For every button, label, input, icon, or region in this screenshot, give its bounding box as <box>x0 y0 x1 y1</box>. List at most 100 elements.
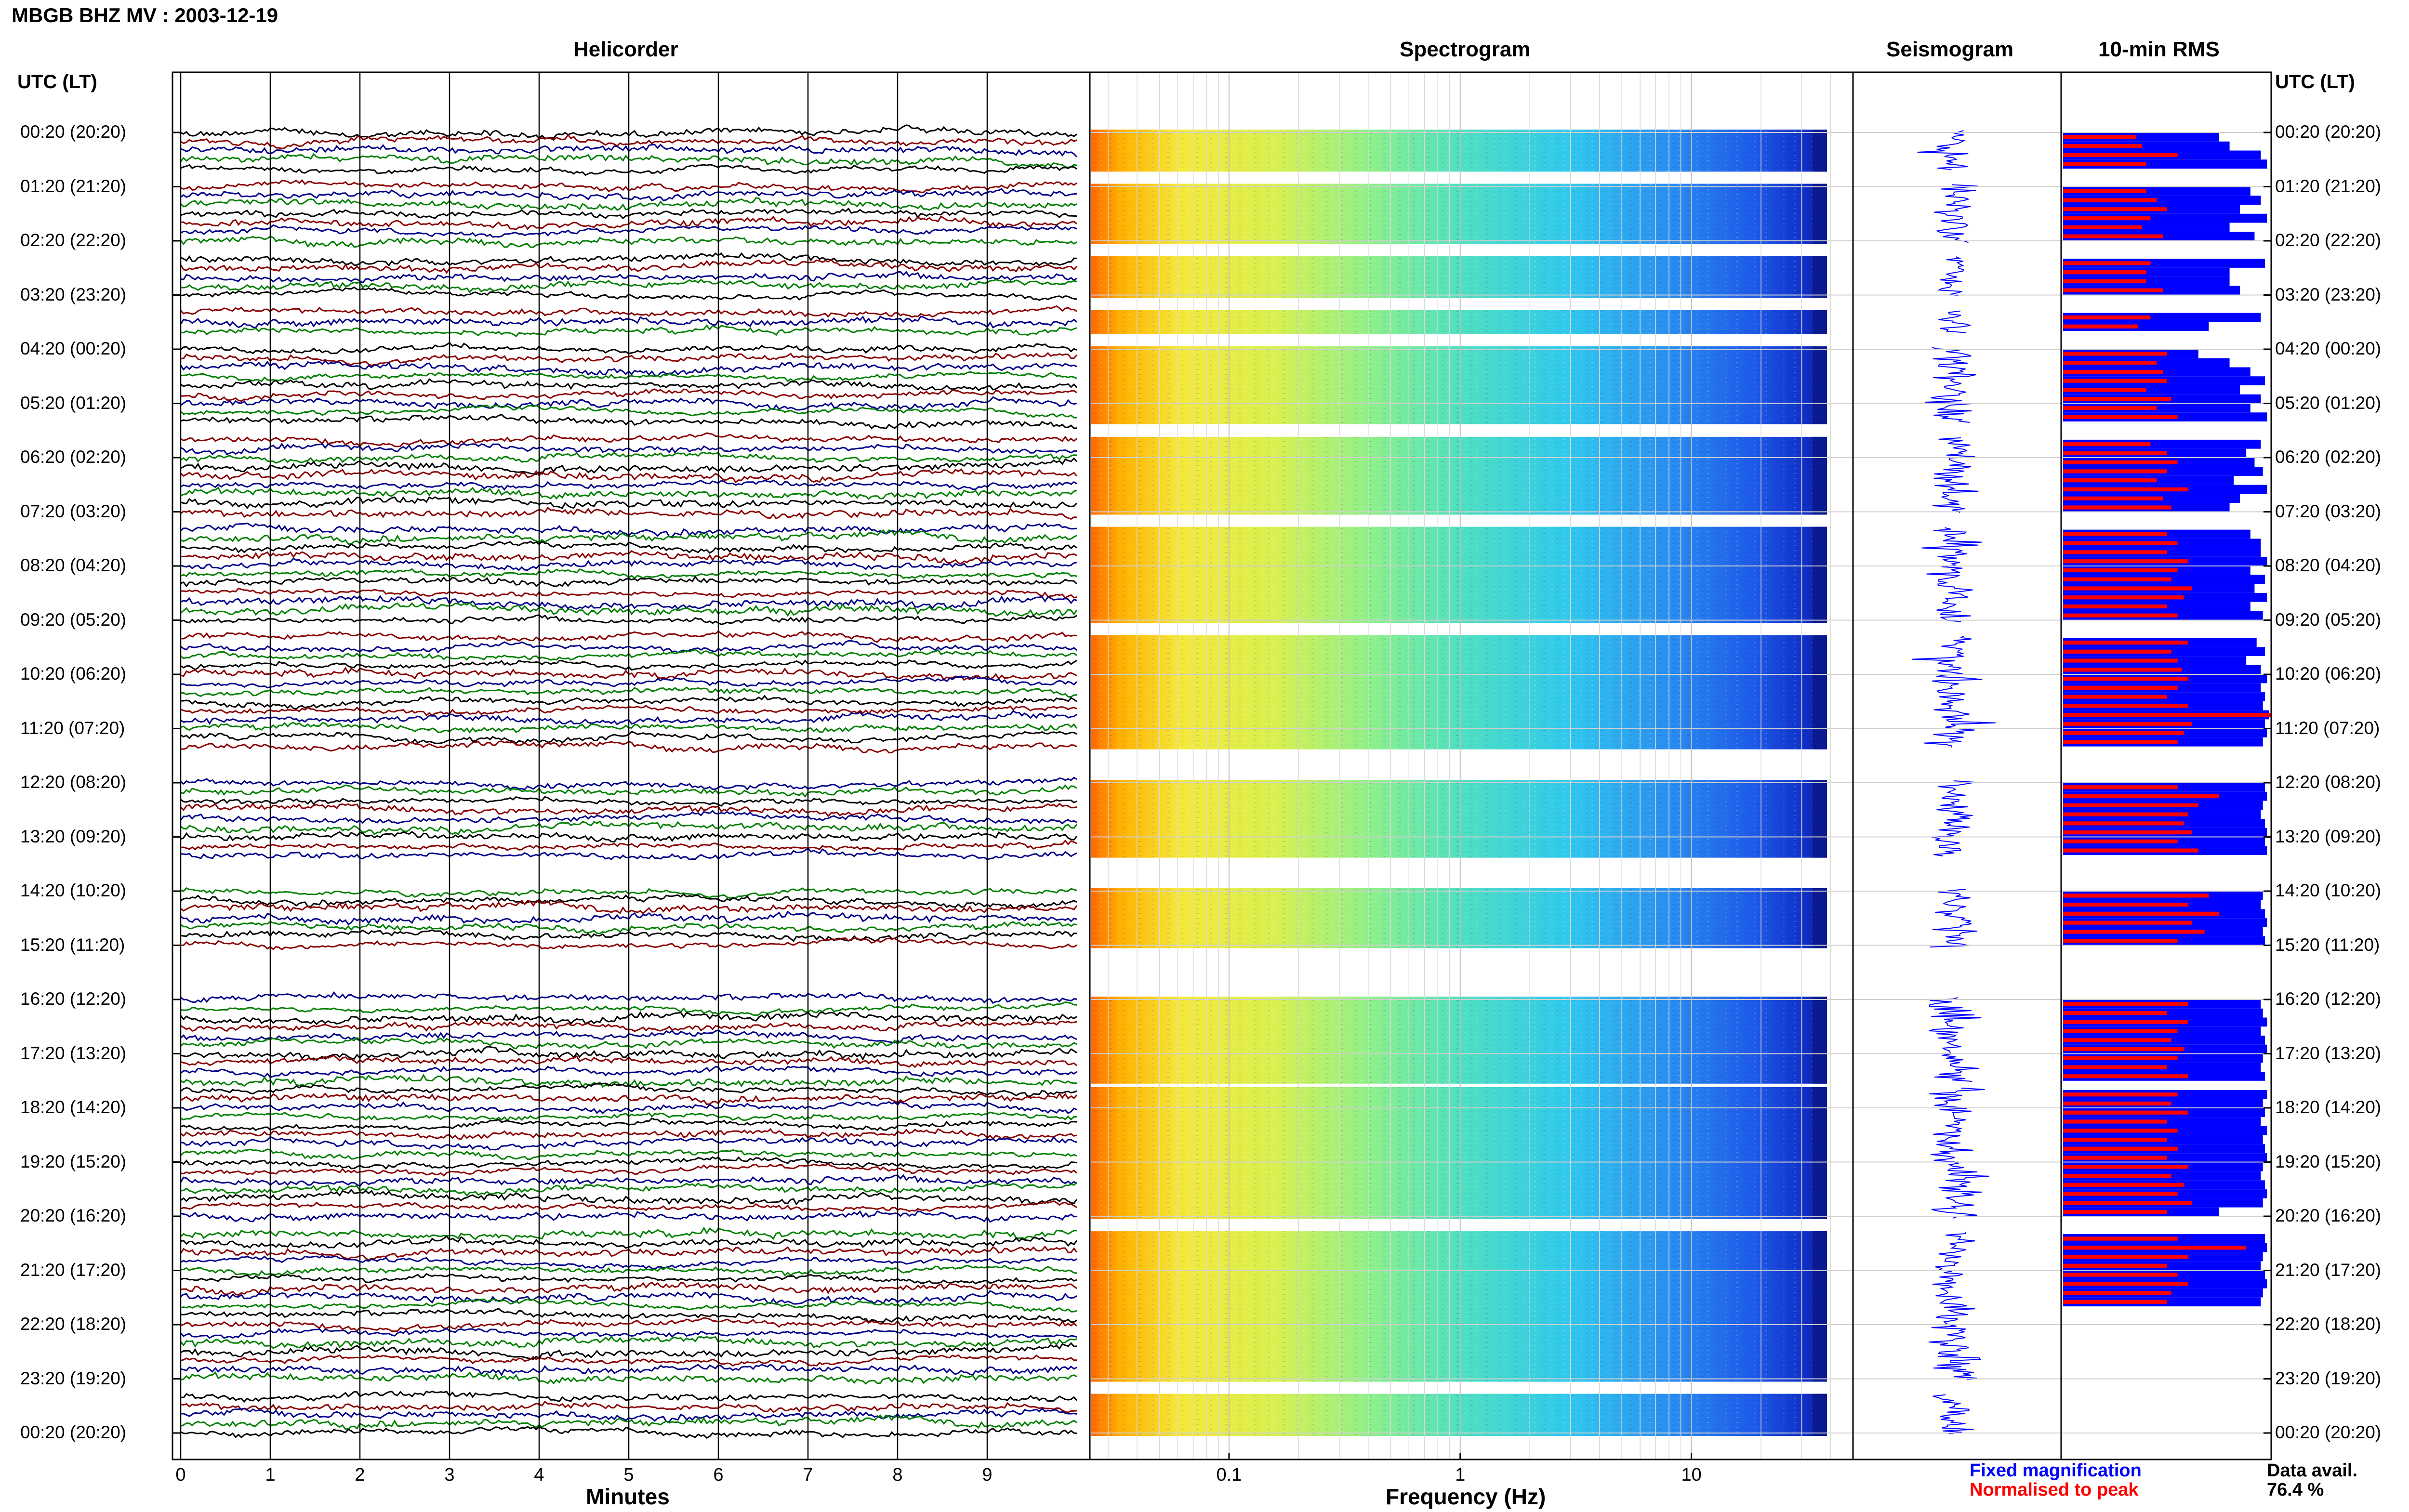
time-label-right: 04:20 (00:20) <box>2275 339 2382 358</box>
rms-bar-normalised <box>2063 577 2171 581</box>
rms-bar-normalised <box>2063 1137 2167 1142</box>
rms-bar-fixed <box>2063 213 2267 223</box>
rms-bar-normalised <box>2063 406 2157 410</box>
seismogram-trace <box>1932 1394 1974 1434</box>
spectrogram-edge <box>1813 1394 1827 1436</box>
spectrogram-edge <box>1813 888 1827 948</box>
spectrogram-edge <box>1813 997 1827 1084</box>
rms-bar-normalised <box>2063 1020 2188 1024</box>
spectrogram-edge <box>1813 1087 1827 1219</box>
spectrogram-edge <box>1813 256 1827 298</box>
time-label-right: 00:20 (20:20) <box>2275 122 2382 142</box>
spectrogram-edge <box>1813 635 1827 749</box>
rms-bar-normalised <box>2063 135 2136 139</box>
rms-bar-normalised <box>2063 1290 2171 1295</box>
rms-bar-normalised <box>2063 794 2219 799</box>
spectrogram-edge <box>1813 1231 1827 1382</box>
rms-bar-normalised <box>2063 1273 2178 1277</box>
rms-bar-normalised <box>2063 361 2157 365</box>
time-label-right: 13:20 (09:20) <box>2275 826 2382 846</box>
rms-bar-normalised <box>2063 803 2198 807</box>
spectrogram-xlabel: Frequency (Hz) <box>1386 1484 1546 1509</box>
rms-bar-normalised <box>2063 460 2178 464</box>
spectrogram-texture <box>1091 888 1827 948</box>
rms-bar-fixed <box>2063 159 2267 169</box>
seismogram-trace <box>1937 256 1964 297</box>
rms-bar-normalised <box>2063 397 2171 401</box>
time-label-left: 10:20 (06:20) <box>20 664 127 684</box>
utc-lt-header-right: UTC (LT) <box>2275 71 2355 92</box>
seismogram-trace <box>1929 997 1982 1082</box>
time-label-right: 00:20 (20:20) <box>2275 1422 2382 1442</box>
time-label-left: 11:20 (07:20) <box>20 718 125 738</box>
rms-bar-normalised <box>2063 1300 2167 1304</box>
seismogram-trace <box>1929 1087 1989 1219</box>
time-label-right: 12:20 (08:20) <box>2275 772 2382 792</box>
seismogram-trace <box>1912 635 1996 748</box>
rms-bar-normalised <box>2063 1056 2178 1060</box>
time-label-left: 18:20 (14:20) <box>20 1097 127 1117</box>
helicorder-xtick-label: 7 <box>803 1465 813 1485</box>
legend-normalised-label: Normalised to peak <box>1970 1480 2139 1500</box>
seismogram-trace <box>1925 347 1976 423</box>
time-label-left: 07:20 (03:20) <box>20 501 127 521</box>
seismogram-trace <box>1930 889 1978 947</box>
time-label-left: 00:20 (20:20) <box>20 1422 127 1442</box>
rms-bar-normalised <box>2063 830 2192 835</box>
time-label-left: 12:20 (08:20) <box>20 772 127 792</box>
rms-panel-frame <box>2060 71 2272 1460</box>
time-label-right: 14:20 (10:20) <box>2275 881 2382 900</box>
rms-bar-normalised <box>2063 704 2188 708</box>
rms-bar-normalised <box>2063 586 2192 591</box>
rms-bar-normalised <box>2063 279 2146 284</box>
rms-bar-normalised <box>2063 568 2178 573</box>
rms-bar-normalised <box>2063 1129 2178 1133</box>
time-label-left: 00:20 (20:20) <box>20 122 127 142</box>
rms-bar-normalised <box>2063 270 2146 275</box>
rms-bar-normalised <box>2063 812 2188 816</box>
rms-bar-normalised <box>2063 352 2167 356</box>
rms-bar-normalised <box>2063 595 2184 600</box>
time-label-left: 13:20 (09:20) <box>20 826 127 846</box>
rms-bar-normalised <box>2063 1165 2188 1169</box>
spectrogram-texture <box>1091 635 1827 749</box>
rms-bar-normalised <box>2063 894 2209 898</box>
data-avail-value: 76.4 % <box>2267 1480 2324 1500</box>
rms-bar-normalised <box>2063 640 2188 645</box>
rms-bar-normalised <box>2063 225 2143 229</box>
rms-bar-normalised <box>2063 930 2205 934</box>
spectrogram-texture <box>1091 346 1827 424</box>
rms-bar-normalised <box>2063 1192 2178 1196</box>
time-label-left: 03:20 (23:20) <box>20 284 127 304</box>
time-label-right: 19:20 (15:20) <box>2275 1151 2382 1171</box>
time-label-left: 06:20 (02:20) <box>20 447 127 467</box>
data-avail-label: Data avail. <box>2267 1460 2357 1481</box>
rms-bar-normalised <box>2063 1065 2167 1069</box>
rms-bar-normalised <box>2063 1201 2192 1205</box>
rms-bar-fixed <box>2063 141 2230 151</box>
time-label-right: 11:20 (07:20) <box>2275 718 2380 738</box>
rms-bar-normalised <box>2063 1254 2188 1259</box>
spectrogram-title: Spectrogram <box>1400 38 1531 61</box>
rms-bar-normalised <box>2063 451 2167 456</box>
time-label-right: 21:20 (17:20) <box>2275 1260 2382 1280</box>
rms-bar-normalised <box>2063 189 2146 193</box>
spectrogram-texture <box>1091 1231 1827 1382</box>
rms-bar-normalised <box>2063 1173 2171 1178</box>
rms-bar-normalised <box>2063 496 2163 500</box>
time-label-right: 06:20 (02:20) <box>2275 447 2382 467</box>
time-label-left: 20:20 (16:20) <box>20 1206 127 1225</box>
rms-bar-normalised <box>2063 469 2167 473</box>
rms-bar-normalised <box>2063 649 2171 654</box>
rms-bar-normalised <box>2063 415 2178 419</box>
page-title: MBGB BHZ MV : 2003-12-19 <box>12 4 278 26</box>
time-label-left: 08:20 (04:20) <box>20 555 127 575</box>
rms-bar-normalised <box>2063 1029 2178 1033</box>
time-label-right: 22:20 (18:20) <box>2275 1314 2382 1334</box>
time-label-left: 09:20 (05:20) <box>20 609 127 630</box>
rms-bar-normalised <box>2063 1183 2184 1187</box>
rms-bar-normalised <box>2063 532 2167 537</box>
rms-bar-normalised <box>2063 939 2178 943</box>
rms-bar-fixed <box>2063 196 2261 205</box>
rms-bar-normalised <box>2063 1119 2167 1124</box>
